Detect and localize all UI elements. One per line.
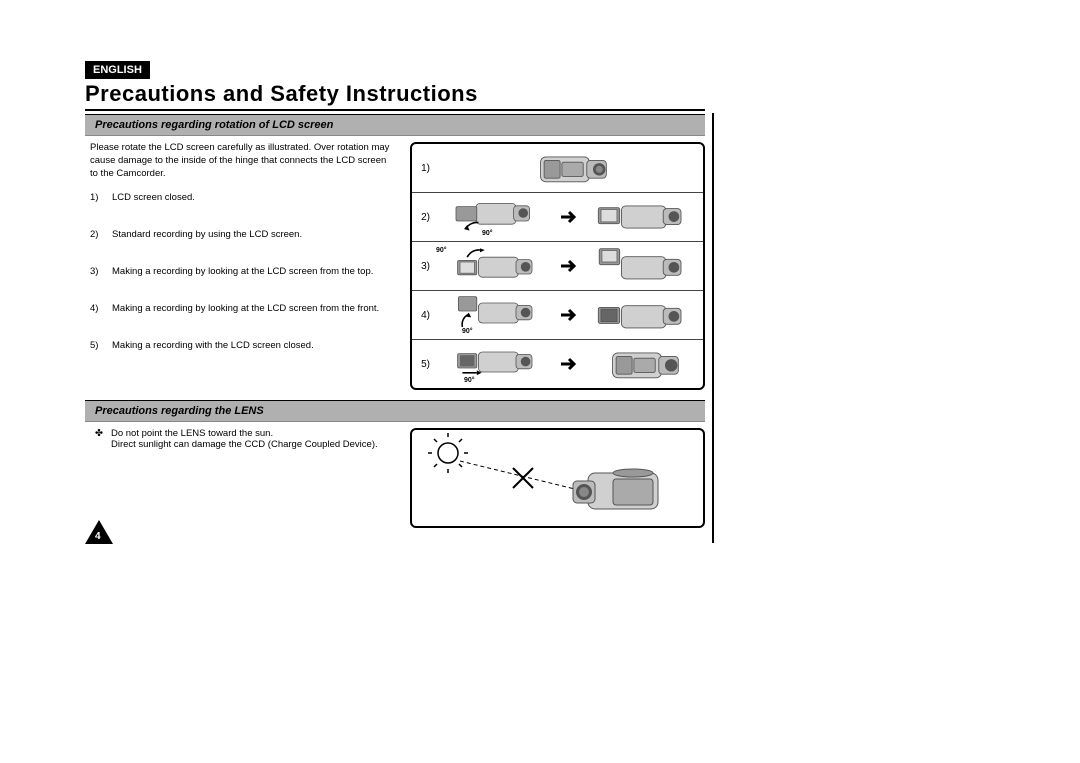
fig-cell: 90° <box>434 246 559 286</box>
fig-number: 5) <box>412 359 434 370</box>
section-header-lens: Precautions regarding the LENS <box>85 400 705 422</box>
lcd-item-2: 2) Standard recording by using the LCD s… <box>90 229 395 240</box>
fig-row-4: 4) 90° <box>412 291 703 340</box>
lens-text-column: ✤ Do not point the LENS toward the sun. … <box>85 428 400 454</box>
lcd-item-4: 4) Making a recording by looking at the … <box>90 303 395 314</box>
fig-number: 3) <box>412 261 434 272</box>
angle-label: 90° <box>436 247 447 254</box>
angle-label: 90° <box>482 230 493 237</box>
fig-cell: 90° <box>434 197 559 237</box>
title-rule <box>85 109 705 111</box>
lcd-item-1: 1) LCD screen closed. <box>90 192 395 203</box>
page-right-border <box>712 113 714 543</box>
lens-line-1: Do not point the LENS toward the sun. <box>111 428 378 439</box>
lcd-text-column: Please rotate the LCD screen carefully a… <box>85 142 400 351</box>
camcorder-icon <box>596 197 686 237</box>
fig-row-5: 5) 90° <box>412 340 703 388</box>
item-number: 3) <box>90 266 104 277</box>
page-title: Precautions and Safety Instructions <box>85 81 705 107</box>
camcorder-icon <box>451 197 541 237</box>
arrow-icon <box>559 305 579 325</box>
lens-line-2: Direct sunlight can damage the CCD (Char… <box>111 439 378 450</box>
angle-label: 90° <box>464 377 475 384</box>
lcd-intro: Please rotate the LCD screen carefully a… <box>90 142 395 180</box>
item-text: Making a recording with the LCD screen c… <box>112 340 314 351</box>
item-number: 1) <box>90 192 104 203</box>
fig-cell <box>579 197 704 237</box>
camcorder-icon <box>451 246 541 286</box>
lcd-item-5: 5) Making a recording with the LCD scree… <box>90 340 395 351</box>
camcorder-icon <box>596 246 686 286</box>
item-text: Making a recording by looking at the LCD… <box>112 266 373 277</box>
section-body-lcd: Please rotate the LCD screen carefully a… <box>85 142 705 390</box>
fig-number: 1) <box>412 163 434 174</box>
language-badge: ENGLISH <box>85 61 150 79</box>
arrow-icon <box>559 207 579 227</box>
camcorder-icon <box>596 344 686 384</box>
bullet-glyph: ✤ <box>95 428 103 450</box>
fig-row-2: 2) 90° <box>412 193 703 242</box>
page-number: 4 <box>95 531 101 542</box>
angle-label: 90° <box>462 328 473 335</box>
lcd-figure-column: 1) 2) <box>410 142 705 390</box>
item-number: 4) <box>90 303 104 314</box>
fig-cell <box>579 344 704 384</box>
fig-cell <box>579 246 704 286</box>
arrow-icon <box>559 256 579 276</box>
fig-cell: 90° <box>434 344 559 384</box>
item-text: Standard recording by using the LCD scre… <box>112 229 302 240</box>
fig-row-3: 3) 90° <box>412 242 703 291</box>
lens-bullet: ✤ Do not point the LENS toward the sun. … <box>90 428 395 450</box>
item-number: 2) <box>90 229 104 240</box>
lcd-item-3: 3) Making a recording by looking at the … <box>90 266 395 277</box>
item-text: Making a recording by looking at the LCD… <box>112 303 379 314</box>
sun-camcorder-icon <box>418 433 698 523</box>
item-text: LCD screen closed. <box>112 192 195 203</box>
fig-number: 2) <box>412 212 434 223</box>
fig-row-1: 1) <box>412 144 703 193</box>
fig-cell <box>434 148 703 188</box>
fig-number: 4) <box>412 310 434 321</box>
item-number: 5) <box>90 340 104 351</box>
section-header-lcd: Precautions regarding rotation of LCD sc… <box>85 114 705 136</box>
section-body-lens: ✤ Do not point the LENS toward the sun. … <box>85 428 705 528</box>
lens-figure <box>410 428 705 528</box>
fig-cell <box>579 295 704 335</box>
camcorder-icon <box>524 148 614 188</box>
camcorder-icon <box>596 295 686 335</box>
fig-cell: 90° <box>434 295 559 335</box>
arrow-icon <box>559 354 579 374</box>
